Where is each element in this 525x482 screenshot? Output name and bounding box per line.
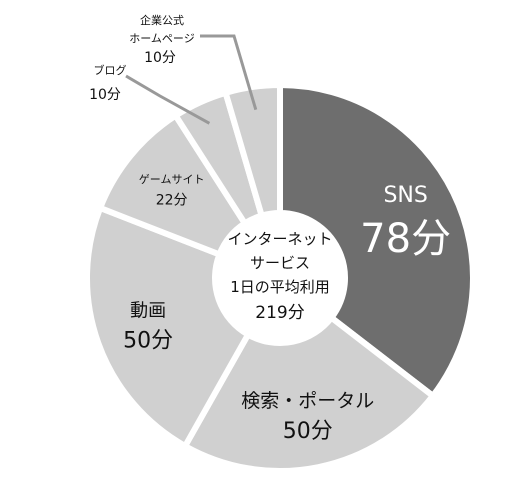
center-line-4: 219分 — [255, 303, 304, 323]
slice-label-3: ゲームサイト — [139, 173, 205, 186]
slice-value-0: 78分 — [360, 216, 451, 262]
center-line-3: 1日の平均利用 — [230, 278, 330, 296]
slice-label-0: SNS — [383, 183, 427, 208]
slice-label-1: 検索・ポータル — [241, 390, 374, 412]
slice-value-2: 50分 — [123, 329, 173, 354]
center-hole — [215, 213, 345, 343]
slice-value-4: 10分 — [89, 87, 121, 103]
slices-group — [84, 81, 476, 474]
center-line-1: インターネット — [227, 230, 332, 248]
slice-label-5: 企業公式 — [140, 13, 184, 27]
center-label: インターネット サービス 1日の平均利用 219分 — [227, 230, 332, 323]
center-line-2: サービス — [250, 254, 310, 272]
callout-line-5 — [200, 34, 258, 111]
slice-label-2: 動画 — [130, 300, 166, 321]
slice-value-1: 50分 — [283, 419, 333, 444]
slice-label-4: ブログ — [94, 63, 127, 77]
slice-0 — [277, 81, 476, 401]
slice-value-3: 22分 — [156, 192, 188, 208]
slice-label-5: ホームページ — [129, 32, 194, 45]
callout-line-4 — [125, 74, 211, 125]
slice-value-5: 10分 — [144, 50, 176, 66]
